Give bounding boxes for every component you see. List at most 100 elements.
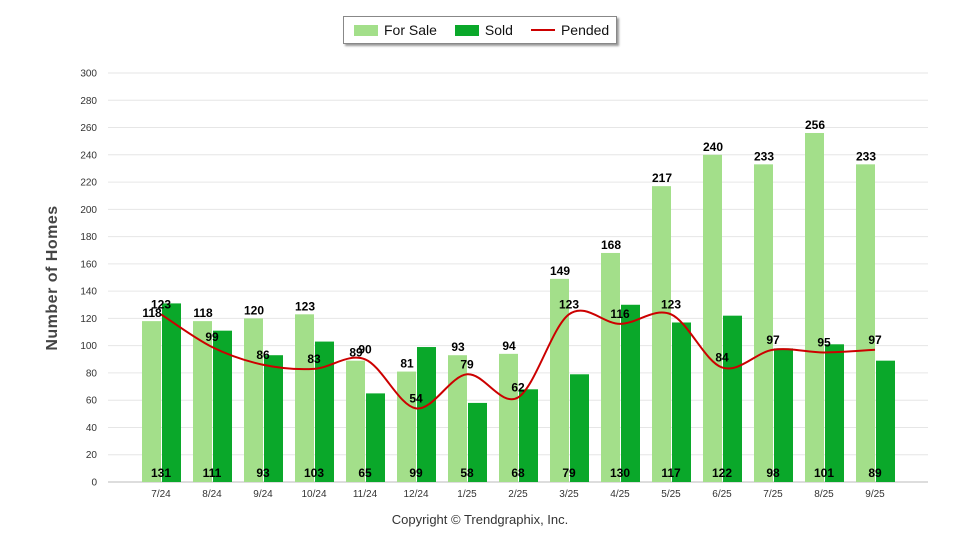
pended-value-label: 62 <box>511 380 525 394</box>
for-sale-value-label: 118 <box>193 306 213 320</box>
for-sale-bar <box>448 355 467 482</box>
legend-label-sold: Sold <box>484 22 513 38</box>
x-tick-label: 9/24 <box>253 489 273 500</box>
copyright-footer: Copyright © Trendgraphix, Inc. <box>391 512 569 527</box>
sold-bar <box>774 348 793 482</box>
sold-value-label: 130 <box>610 466 630 480</box>
y-tick-label: 80 <box>86 368 98 379</box>
x-tick-label: 8/24 <box>202 489 222 500</box>
for-sale-bar <box>703 154 722 483</box>
for-sale-value-label: 233 <box>856 149 876 163</box>
y-axis-label: Number of Homes <box>44 205 61 351</box>
sold-value-label: 131 <box>151 466 171 480</box>
sold-value-label: 103 <box>304 466 324 480</box>
sold-bar <box>264 355 283 482</box>
for-sale-value-label: 168 <box>601 238 621 252</box>
for-sale-swatch <box>354 24 378 36</box>
x-tick-label: 12/24 <box>403 489 428 500</box>
legend-item-sold: Sold <box>454 22 513 38</box>
for-sale-bar <box>754 164 773 483</box>
legend-label-for-sale: For Sale <box>384 22 437 38</box>
for-sale-value-label: 123 <box>295 299 315 313</box>
sold-bar <box>570 374 589 482</box>
sold-bar <box>876 360 895 482</box>
x-tick-label: 2/25 <box>508 489 528 500</box>
y-tick-label: 240 <box>80 150 97 161</box>
for-sale-value-label: 81 <box>400 357 414 371</box>
pended-swatch <box>530 29 555 31</box>
sold-value-label: 89 <box>868 466 882 480</box>
for-sale-value-label: 217 <box>652 171 672 185</box>
for-sale-bar <box>805 132 824 482</box>
for-sale-bar <box>652 186 671 482</box>
for-sale-value-label: 256 <box>805 118 825 132</box>
sold-bar <box>162 303 181 482</box>
pended-value-label: 123 <box>559 297 579 311</box>
for-sale-bar <box>601 252 620 482</box>
sold-value-label: 101 <box>814 466 834 480</box>
for-sale-value-label: 118 <box>142 306 162 320</box>
for-sale-value-label: 94 <box>502 339 516 353</box>
sold-bar <box>468 402 487 482</box>
x-tick-label: 11/24 <box>353 489 378 500</box>
sold-swatch <box>454 24 479 36</box>
pended-value-label: 99 <box>205 330 219 344</box>
sold-value-label: 93 <box>256 466 270 480</box>
x-tick-label: 4/25 <box>610 489 630 500</box>
for-sale-bar <box>346 360 365 482</box>
legend-label-pended: Pended <box>560 22 610 38</box>
x-tick-label: 7/25 <box>763 489 783 500</box>
pended-value-label: 90 <box>358 342 372 356</box>
pended-value-label: 79 <box>460 357 474 371</box>
y-tick-label: 20 <box>86 450 98 461</box>
for-sale-value-label: 233 <box>754 149 774 163</box>
sold-value-label: 122 <box>712 466 732 480</box>
for-sale-bar <box>244 318 263 482</box>
sold-value-label: 117 <box>661 466 681 480</box>
pended-value-label: 83 <box>307 352 321 366</box>
sold-bar <box>723 315 742 482</box>
sold-bar <box>315 341 334 482</box>
y-tick-label: 120 <box>80 314 97 325</box>
for-sale-bar <box>193 321 212 482</box>
sold-value-label: 99 <box>409 466 423 480</box>
sold-value-label: 68 <box>511 466 525 480</box>
y-tick-label: 60 <box>86 396 98 407</box>
sold-value-label: 111 <box>203 466 222 480</box>
sold-bar <box>519 389 538 482</box>
legend: For Sale Sold Pended <box>343 16 617 44</box>
y-tick-label: 160 <box>80 259 97 270</box>
y-tick-label: 180 <box>80 232 97 243</box>
for-sale-value-label: 149 <box>550 264 570 278</box>
for-sale-bar <box>550 278 569 482</box>
y-tick-label: 220 <box>80 178 97 189</box>
sold-bar <box>672 322 691 482</box>
pended-value-label: 84 <box>715 350 729 364</box>
y-tick-label: 280 <box>80 96 97 107</box>
for-sale-value-label: 93 <box>451 340 465 354</box>
sold-bar <box>213 330 232 482</box>
for-sale-bar <box>499 353 518 482</box>
sold-bar <box>825 344 844 482</box>
x-tick-label: 9/25 <box>865 489 885 500</box>
for-sale-value-label: 240 <box>703 140 723 154</box>
x-tick-label: 7/24 <box>151 489 171 500</box>
y-tick-label: 140 <box>80 287 97 298</box>
pended-line <box>160 309 876 410</box>
x-tick-label: 10/24 <box>301 489 326 500</box>
pended-value-label: 86 <box>256 348 270 362</box>
y-tick-label: 0 <box>91 478 97 489</box>
y-tick-label: 300 <box>80 69 97 80</box>
for-sale-bar <box>295 314 314 482</box>
x-tick-label: 3/25 <box>559 489 579 500</box>
legend-item-for-sale: For Sale <box>354 22 437 38</box>
pended-value-label: 97 <box>766 333 780 347</box>
for-sale-bar <box>142 321 161 482</box>
pended-value-label: 123 <box>151 297 171 311</box>
for-sale-value-label: 89 <box>349 346 363 360</box>
y-tick-label: 40 <box>86 423 98 434</box>
x-tick-label: 1/25 <box>457 489 477 500</box>
x-tick-label: 8/25 <box>814 489 834 500</box>
